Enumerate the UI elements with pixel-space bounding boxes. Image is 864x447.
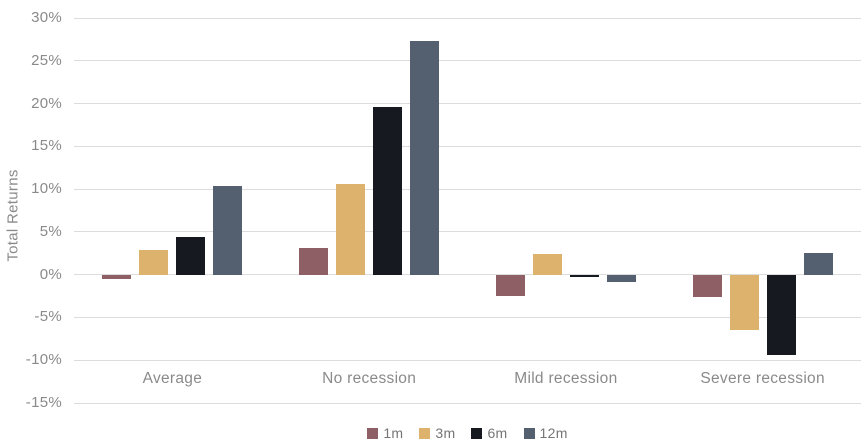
gridline xyxy=(74,60,861,62)
legend-item-12m: 12m xyxy=(523,425,568,441)
bar-1m-severe-recession xyxy=(692,274,722,297)
bar-6m-mild-recession xyxy=(569,274,599,278)
bar-6m-severe-recession xyxy=(766,274,796,356)
legend-item-1m: 1m xyxy=(367,425,403,441)
y-tick-label: -10% xyxy=(25,351,62,369)
gridline xyxy=(74,103,861,105)
y-tick-label: 0% xyxy=(39,265,62,283)
legend-swatch-1m xyxy=(367,427,379,439)
legend-swatch-6m xyxy=(471,427,483,439)
gridline xyxy=(74,231,861,233)
bar-12m-no-recession xyxy=(410,41,440,275)
legend-label-12m: 12m xyxy=(539,425,568,441)
legend-item-3m: 3m xyxy=(419,425,455,441)
bar-3m-mild-recession xyxy=(532,254,562,275)
bar-12m-average xyxy=(213,185,243,275)
legend-swatch-12m xyxy=(523,427,535,439)
gridline xyxy=(74,188,861,190)
y-tick-label: 10% xyxy=(31,180,62,198)
legend-label-3m: 3m xyxy=(435,425,456,441)
bar-3m-severe-recession xyxy=(729,274,759,331)
y-tick-label: -15% xyxy=(25,394,62,411)
x-category-label: Average xyxy=(142,370,203,387)
y-tick-label: -5% xyxy=(34,308,62,326)
bar-1m-mild-recession xyxy=(495,274,525,297)
bar-6m-no-recession xyxy=(373,106,403,275)
plot-area: Average No recession Mild recession Severe … xyxy=(74,17,861,404)
y-tick-label: 15% xyxy=(31,137,62,155)
legend-swatch-3m xyxy=(419,427,431,439)
bar-12m-severe-recession xyxy=(803,253,833,275)
bar-1m-average xyxy=(102,274,132,279)
y-tick-label: 5% xyxy=(39,222,62,240)
bar-12m-mild-recession xyxy=(606,274,636,282)
bar-3m-average xyxy=(139,249,169,275)
gridline xyxy=(74,316,861,318)
y-axis: 30% 25% 20% 15% 10% 5% 0% -5% -10% -15% xyxy=(0,9,62,411)
x-category-label: No recession xyxy=(322,370,417,387)
y-tick-label: 25% xyxy=(31,51,62,69)
y-tick-label: 30% xyxy=(31,9,62,26)
x-category-label: Severe recession xyxy=(700,370,825,387)
gridline xyxy=(74,359,861,361)
legend-label-6m: 6m xyxy=(487,425,508,441)
gridline xyxy=(74,145,861,147)
bar-1m-no-recession xyxy=(299,248,329,275)
legend-item-6m: 6m xyxy=(471,425,507,441)
legend: 1m 3m 6m 12m xyxy=(74,425,861,441)
gridline xyxy=(74,17,861,19)
bar-3m-no-recession xyxy=(336,183,366,275)
legend-label-1m: 1m xyxy=(383,425,404,441)
x-category-label: Mild recession xyxy=(514,370,618,387)
y-tick-label: 20% xyxy=(31,94,62,112)
gridline xyxy=(74,274,861,276)
gridline xyxy=(74,402,861,404)
bar-6m-average xyxy=(176,237,206,275)
